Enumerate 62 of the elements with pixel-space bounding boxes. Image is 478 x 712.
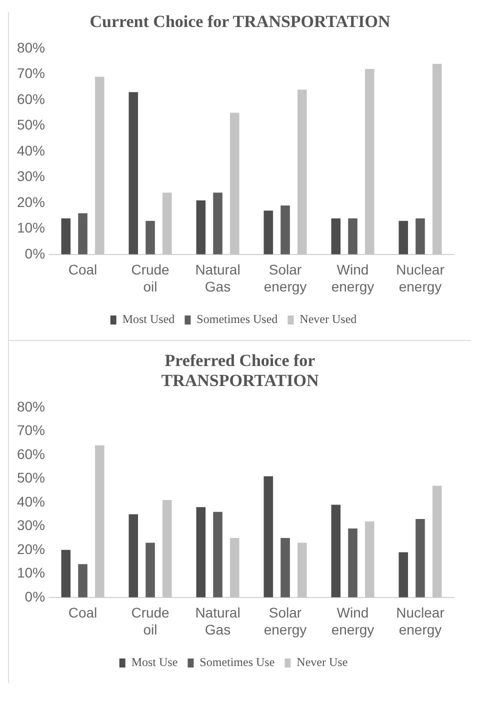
x-tick-label: Crude oil bbox=[131, 262, 170, 294]
y-tick-label: 70% bbox=[16, 422, 46, 438]
x-tick-label: Solar energy bbox=[264, 604, 307, 638]
legend-label: Most Used bbox=[122, 312, 175, 326]
legend-label: Sometimes Used bbox=[196, 312, 278, 326]
bar bbox=[146, 542, 155, 598]
bar bbox=[331, 218, 341, 254]
x-tick-label: Natural Gas bbox=[195, 604, 240, 638]
bar bbox=[213, 192, 222, 254]
x-tick-label: Crude oil bbox=[131, 604, 170, 638]
bar bbox=[416, 218, 425, 254]
chart-title: Preferred Choice for TRANSPORTATION bbox=[160, 351, 320, 391]
y-tick-label: 0% bbox=[24, 245, 46, 262]
y-tick-label: 40% bbox=[16, 142, 46, 158]
x-tick-label: Solar energy bbox=[264, 262, 307, 294]
x-tick-label: Wind energy bbox=[331, 262, 374, 294]
bar bbox=[264, 210, 274, 254]
y-tick-label: 50% bbox=[16, 470, 46, 486]
y-tick-label: 60% bbox=[16, 90, 46, 107]
chart-title: Current Choice for TRANSPORTATION bbox=[88, 12, 392, 32]
x-tick-label: Natural Gas bbox=[195, 262, 240, 294]
bar bbox=[196, 200, 206, 254]
bar bbox=[398, 552, 408, 598]
bar bbox=[331, 504, 341, 598]
x-tick-label: Coal bbox=[68, 262, 98, 278]
y-tick-label: 10% bbox=[16, 564, 46, 581]
x-tick-label: Coal bbox=[68, 604, 98, 621]
bar bbox=[280, 205, 290, 254]
bar bbox=[213, 512, 222, 598]
bar bbox=[398, 220, 408, 254]
legend-label: Most Use bbox=[131, 655, 178, 670]
bar bbox=[196, 507, 206, 598]
legend-label: Never Use bbox=[296, 655, 348, 670]
x-tick-label: Nuclear energy bbox=[396, 262, 445, 294]
y-tick-label: 80% bbox=[16, 398, 46, 414]
bar bbox=[280, 538, 290, 598]
bar bbox=[128, 514, 138, 598]
x-tick-label: Nuclear energy bbox=[396, 604, 445, 638]
bar bbox=[264, 476, 274, 598]
y-tick-label: 30% bbox=[16, 517, 46, 534]
y-tick-label: 30% bbox=[16, 168, 46, 184]
bar bbox=[348, 528, 358, 598]
y-tick-label: 50% bbox=[16, 116, 46, 133]
bar bbox=[416, 519, 425, 598]
y-tick-label: 10% bbox=[16, 220, 46, 236]
y-tick-label: 40% bbox=[16, 493, 46, 510]
legend-label: Never Used bbox=[300, 312, 357, 326]
y-tick-label: 70% bbox=[16, 65, 46, 82]
bar bbox=[128, 92, 138, 254]
y-tick-label: 20% bbox=[16, 194, 46, 210]
bar bbox=[146, 220, 155, 254]
bar bbox=[61, 218, 71, 254]
bar bbox=[78, 564, 88, 598]
y-tick-label: 20% bbox=[16, 540, 46, 557]
y-tick-label: 0% bbox=[24, 588, 46, 604]
legend-label: Sometimes Use bbox=[200, 655, 275, 670]
y-tick-label: 80% bbox=[16, 39, 46, 56]
y-tick-label: 60% bbox=[16, 446, 46, 462]
bar bbox=[78, 213, 88, 254]
bar bbox=[348, 218, 358, 254]
bar bbox=[61, 550, 71, 598]
x-tick-label: Wind energy bbox=[331, 604, 374, 638]
